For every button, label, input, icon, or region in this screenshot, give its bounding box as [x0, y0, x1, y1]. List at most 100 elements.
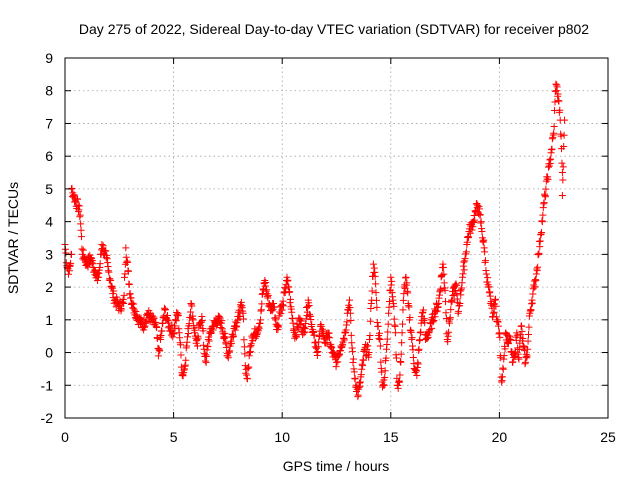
- data-point: [417, 328, 425, 336]
- data-point: [302, 315, 310, 323]
- data-point: [428, 324, 436, 332]
- data-point: [107, 277, 115, 285]
- data-point: [468, 226, 476, 234]
- data-point: [199, 327, 207, 335]
- data-point: [75, 202, 83, 210]
- data-point: [343, 318, 351, 326]
- data-point: [426, 326, 434, 334]
- data-point: [202, 351, 210, 359]
- data-point: [452, 281, 460, 289]
- data-point: [305, 301, 313, 309]
- data-point: [399, 296, 407, 304]
- y-tick-label: 8: [45, 83, 53, 99]
- data-point: [258, 300, 266, 308]
- data-point: [102, 247, 110, 255]
- data-point: [184, 330, 192, 338]
- data-point: [174, 311, 182, 319]
- data-point: [432, 308, 440, 316]
- data-point: [449, 292, 457, 300]
- data-point: [184, 333, 192, 341]
- data-point: [395, 378, 403, 386]
- data-point: [202, 358, 210, 366]
- y-tick-labels: -2 -1 0 1 2 3 4 5 6 7 8 9: [41, 50, 54, 426]
- data-point: [404, 289, 412, 297]
- data-point: [376, 342, 384, 350]
- data-series: [61, 80, 569, 401]
- data-point: [120, 299, 128, 307]
- data-point: [498, 373, 506, 381]
- data-point: [531, 283, 539, 291]
- x-axis-title: GPS time / hours: [283, 458, 390, 474]
- data-point: [277, 310, 285, 318]
- y-tick-label: 6: [45, 148, 53, 164]
- data-point: [419, 306, 427, 314]
- data-point: [187, 308, 195, 316]
- data-point: [381, 373, 389, 381]
- data-point: [542, 185, 550, 193]
- data-point: [398, 339, 406, 347]
- data-point: [456, 299, 464, 307]
- data-point: [471, 216, 479, 224]
- data-point: [481, 248, 489, 256]
- data-point: [392, 329, 400, 337]
- data-point: [474, 201, 482, 209]
- y-tick-label: -2: [41, 410, 54, 426]
- data-point: [387, 273, 395, 281]
- data-point: [257, 306, 265, 314]
- data-point: [439, 263, 447, 271]
- data-point: [445, 328, 453, 336]
- data-point: [396, 371, 404, 379]
- data-point: [227, 339, 235, 347]
- data-point: [558, 169, 566, 177]
- data-point: [286, 295, 294, 303]
- data-point: [504, 331, 512, 339]
- data-point: [492, 302, 500, 310]
- data-point: [347, 331, 355, 339]
- data-point: [558, 159, 566, 167]
- data-point: [154, 352, 162, 360]
- y-tick-label: 5: [45, 181, 53, 197]
- data-point: [203, 352, 211, 360]
- data-point: [262, 279, 270, 287]
- data-point: [442, 298, 450, 306]
- data-point: [161, 305, 169, 313]
- data-point: [460, 258, 468, 266]
- data-point: [477, 218, 485, 226]
- data-point: [366, 331, 374, 339]
- data-point: [351, 375, 359, 383]
- data-point: [371, 272, 379, 280]
- data-point: [438, 271, 446, 279]
- data-point: [304, 303, 312, 311]
- data-point: [485, 283, 493, 291]
- data-point: [475, 205, 483, 213]
- data-point: [241, 350, 249, 358]
- data-point: [448, 297, 456, 305]
- data-point: [124, 258, 132, 266]
- data-point: [246, 348, 254, 356]
- data-point: [514, 344, 522, 352]
- data-point: [515, 355, 523, 363]
- data-point: [289, 319, 297, 327]
- data-point: [240, 315, 248, 323]
- data-point: [539, 211, 547, 219]
- data-point: [383, 335, 391, 343]
- data-point: [110, 287, 118, 295]
- data-point: [547, 155, 555, 163]
- data-point: [284, 276, 292, 284]
- chart-title: Day 275 of 2022, Sidereal Day-to-day VTE…: [79, 21, 589, 37]
- data-point: [372, 296, 380, 304]
- data-point: [489, 309, 497, 317]
- data-point: [76, 211, 84, 219]
- data-point: [124, 267, 132, 275]
- data-point: [191, 326, 199, 334]
- data-point: [561, 116, 569, 124]
- data-point: [517, 331, 525, 339]
- data-point: [346, 309, 354, 317]
- data-point: [486, 292, 494, 300]
- data-point: [408, 334, 416, 342]
- data-point: [376, 329, 384, 337]
- data-point: [405, 303, 413, 311]
- data-point: [446, 314, 454, 322]
- data-point: [177, 341, 185, 349]
- data-point: [365, 349, 373, 357]
